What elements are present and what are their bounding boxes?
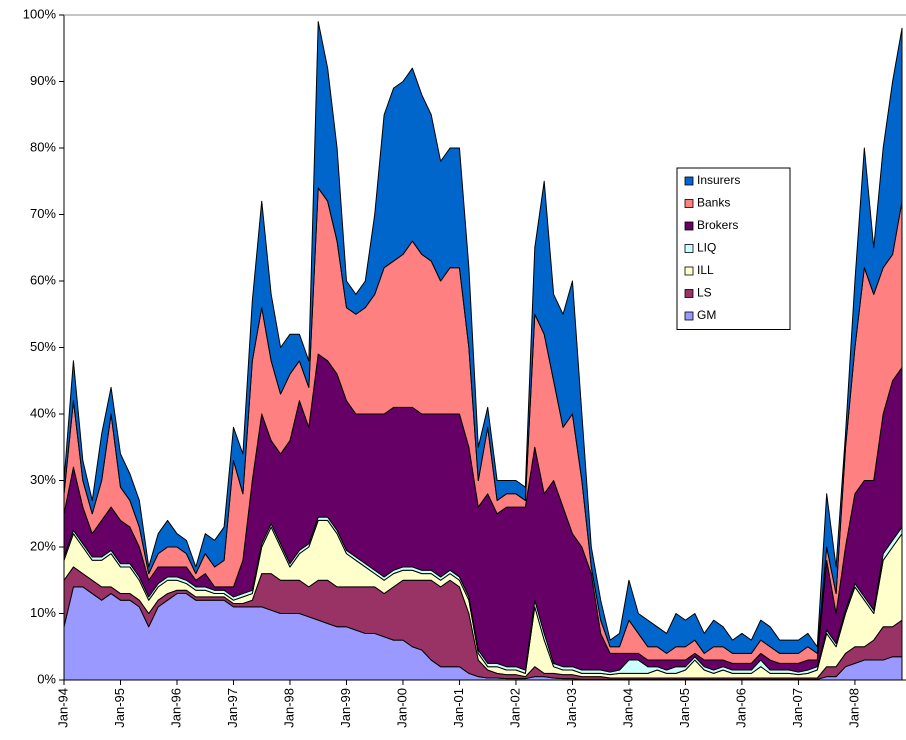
- legend-label: Insurers: [697, 173, 740, 187]
- x-tick-label: Jan-03: [564, 688, 579, 728]
- legend-swatch: [684, 176, 694, 186]
- y-tick-label: 50%: [30, 339, 56, 354]
- y-tick-label: 10%: [30, 605, 56, 620]
- x-tick-label: Jan-96: [168, 688, 183, 728]
- legend-swatch: [684, 221, 694, 231]
- y-tick-label: 30%: [30, 472, 56, 487]
- x-tick-label: Jan-99: [338, 688, 353, 728]
- x-tick-label: Jan-95: [112, 688, 127, 728]
- y-tick-label: 70%: [30, 206, 56, 221]
- x-tick-label: Jan-00: [394, 688, 409, 728]
- y-tick-label: 80%: [30, 139, 56, 154]
- x-tick-label: Jan-97: [225, 688, 240, 728]
- x-tick-label: Jan-94: [55, 688, 70, 728]
- legend-swatch: [684, 199, 694, 208]
- x-tick-label: Jan-08: [846, 688, 861, 728]
- y-tick-label: 100%: [23, 6, 57, 21]
- x-tick-label: Jan-01: [451, 688, 466, 728]
- legend-label: LS: [697, 286, 712, 300]
- legend-label: Brokers: [697, 218, 738, 232]
- legend-label: Banks: [697, 196, 730, 210]
- y-tick-label: 0%: [37, 671, 56, 686]
- legend-swatch: [684, 311, 694, 321]
- legend-label: GM: [697, 308, 716, 322]
- x-tick-label: Jan-04: [620, 688, 635, 728]
- x-tick-label: Jan-98: [281, 688, 296, 728]
- x-tick-label: Jan-02: [507, 688, 522, 728]
- y-tick-label: 20%: [30, 538, 56, 553]
- y-tick-label: 60%: [30, 272, 56, 287]
- y-tick-label: 40%: [30, 405, 56, 420]
- legend-box: [676, 167, 791, 330]
- legend-swatch: [684, 289, 694, 298]
- legend-label: ILL: [697, 263, 714, 277]
- legend-swatch: [684, 266, 694, 276]
- x-tick-label: Jan-07: [790, 688, 805, 728]
- x-tick-label: Jan-05: [677, 688, 692, 728]
- x-tick-label: Jan-06: [733, 688, 748, 728]
- legend: Insurers Banks Brokers LIQ ILL LS GM: [676, 167, 791, 330]
- legend-label: LIQ: [697, 241, 716, 255]
- y-tick-label: 90%: [30, 73, 56, 88]
- legend-swatch: [684, 244, 694, 253]
- area: [63, 21, 903, 654]
